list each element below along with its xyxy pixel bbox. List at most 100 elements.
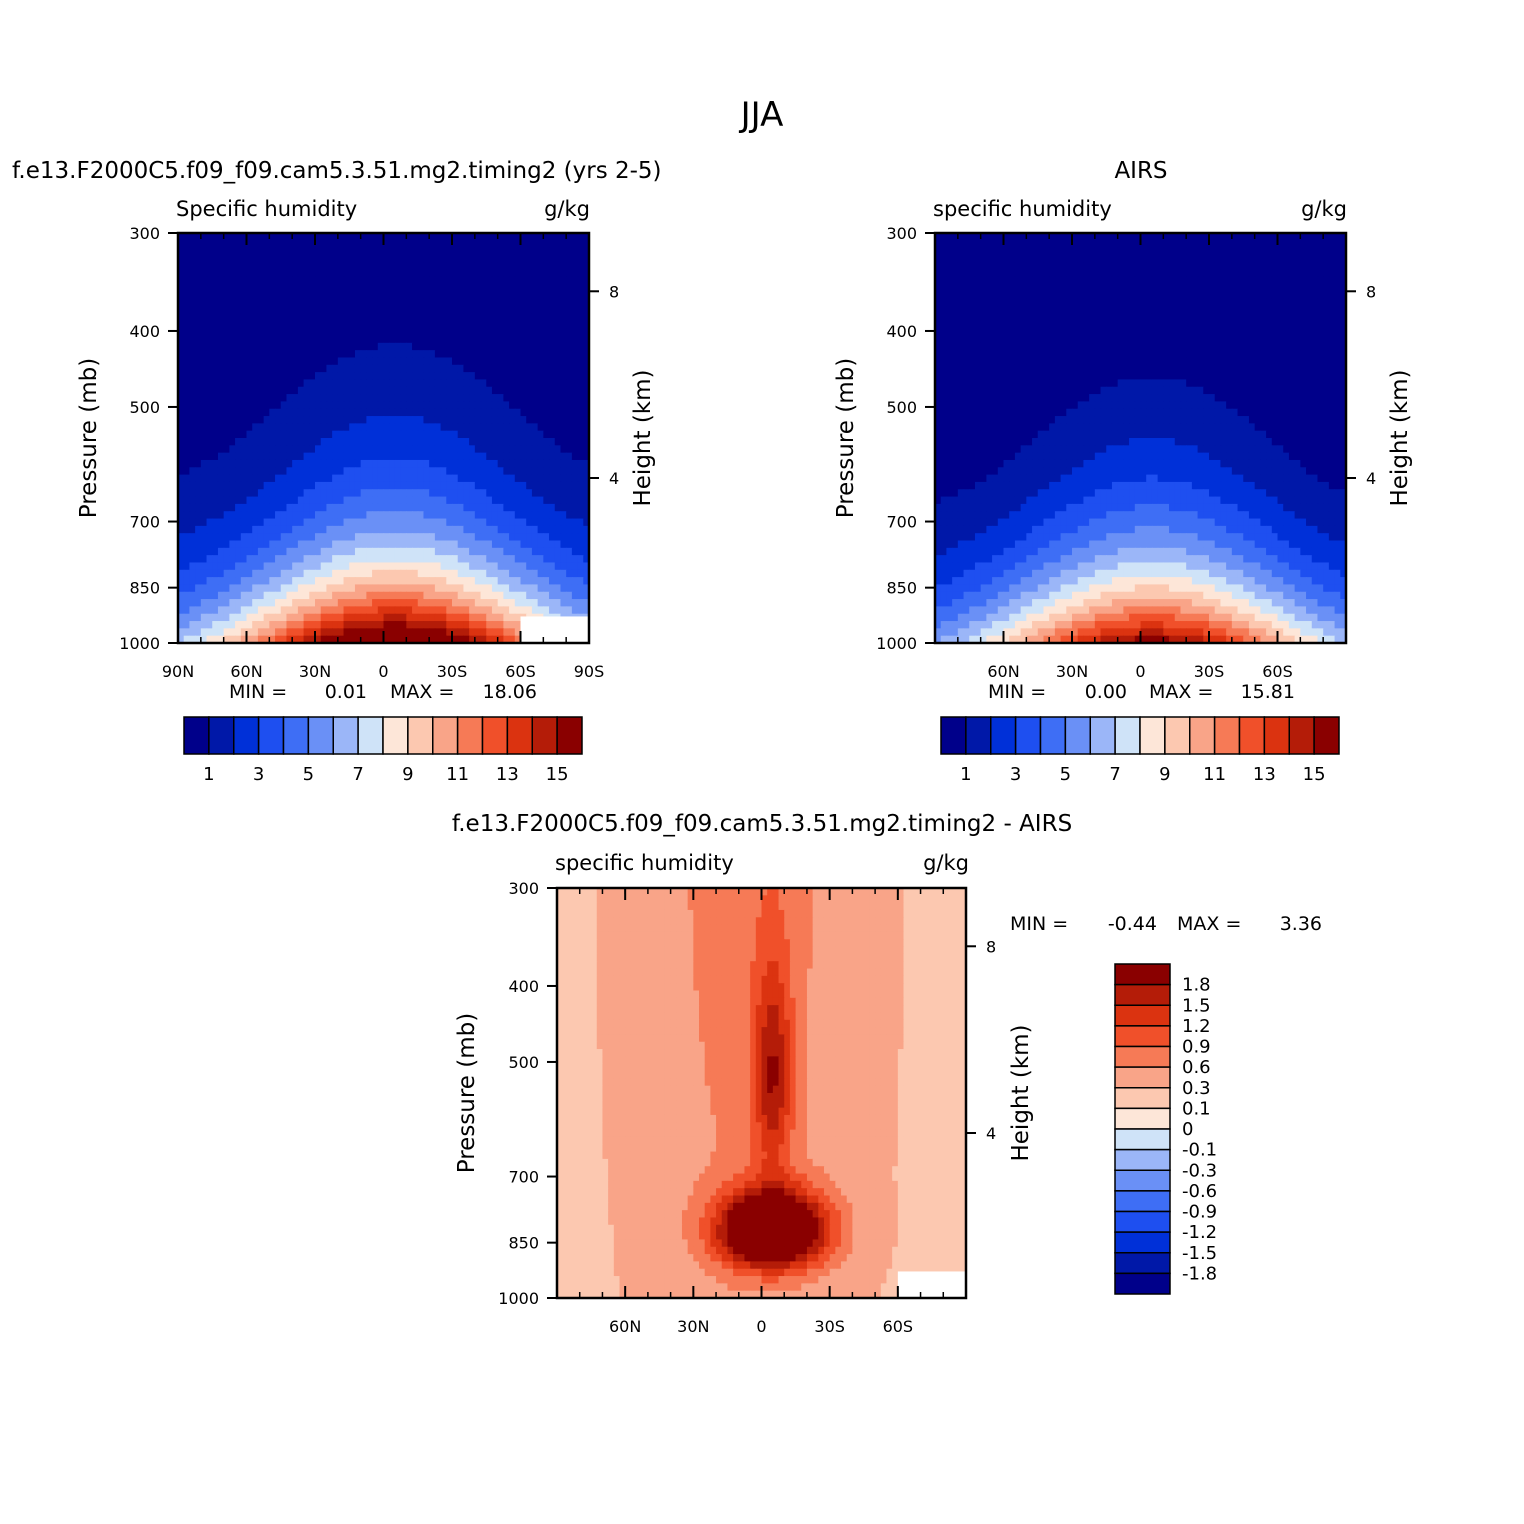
contour-cell [217,540,225,549]
contour-cell [377,320,385,329]
contour-cell [195,438,202,446]
contour-cell [503,233,510,241]
contour-cell [200,438,208,446]
contour-cell [1306,269,1313,278]
contour-cell [1328,262,1336,271]
contour-cell [980,306,987,315]
contour-cell [406,613,413,622]
contour-cell [946,276,953,285]
contour-cell [526,276,533,285]
contour-cell [543,562,550,571]
contour-cell [263,240,270,249]
contour-cell [343,496,350,505]
contour-cell [429,269,436,278]
contour-cell [303,621,310,629]
contour-cell [235,599,242,607]
contour-cell [320,547,328,556]
contour-cell [1231,284,1239,293]
contour-cell [400,416,407,424]
contour-cell [360,254,367,263]
contour-cell [297,569,305,578]
contour-cell [269,298,276,307]
contour-cell [252,386,259,395]
contour-cell [1054,298,1062,307]
contour-cell [497,489,504,498]
contour-cell [549,591,556,600]
contour-cell [571,328,579,337]
contour-cell [343,489,350,498]
contour-cell [446,459,453,468]
contour-cell [434,335,442,344]
contour-cell [491,628,499,637]
contour-cell [543,474,550,483]
contour-cell [212,298,219,307]
contour-cell [195,364,202,373]
contour-cell [571,320,579,329]
contour-cell [400,298,407,307]
contour-cell [417,379,425,388]
contour-cell [549,379,556,388]
contour-cell [280,408,288,417]
contour-cell [257,635,265,644]
contour-cell [469,628,476,637]
contour-cell [417,606,425,615]
contour-cell [332,511,339,520]
contour-cell [503,489,510,498]
contour-cell [235,262,242,271]
contour-cell [474,621,482,629]
contour-cell [497,547,504,556]
contour-cell [400,584,407,593]
contour-cell [1300,284,1307,293]
contour-cell [275,269,282,278]
contour-cell [263,233,270,241]
contour-cell [1163,254,1170,263]
contour-cell [229,342,236,351]
contour-cell [275,481,282,490]
contour-cell [429,416,436,424]
contour-cell [440,430,447,439]
contour-cell [229,372,236,381]
contour-cell [1009,313,1016,322]
contour-cell [423,423,430,432]
contour-cell [514,445,522,454]
contour-cell [526,569,533,578]
contour-cell [217,438,225,446]
contour-cell [366,445,373,454]
contour-cell [189,445,196,454]
contour-cell [452,635,459,644]
contour-cell [583,298,590,307]
contour-cell [320,291,328,300]
colorbar-swatch [407,716,434,755]
contour-cell [252,254,259,263]
contour-cell [189,481,196,490]
contour-cell [394,591,402,600]
contour-cell [377,474,385,483]
contour-cell [275,540,282,549]
contour-cell [297,474,305,483]
contour-cell [1134,240,1142,249]
contour-cell [537,284,544,293]
contour-cell [503,584,510,593]
contour-cell [554,394,562,402]
contour-cell [189,518,196,527]
contour-cell [326,591,333,600]
contour-cell [457,577,465,586]
contour-cell [275,489,282,498]
contour-cell [1111,240,1119,249]
contour-cell [452,372,459,381]
contour-cell [389,459,396,468]
contour-cell [560,474,567,483]
contour-cell [1089,276,1096,285]
contour-cell [195,547,202,556]
contour-cell [1311,298,1319,307]
contour-cell [183,423,191,432]
contour-cell [280,613,288,622]
contour-cell [366,569,373,578]
contour-cell [183,350,191,359]
contour-cell [412,269,419,278]
contour-cell [252,606,259,615]
contour-cell [469,584,476,593]
contour-cell [240,416,248,424]
contour-cell [543,320,550,329]
x-tick-label: 60S [505,662,536,681]
